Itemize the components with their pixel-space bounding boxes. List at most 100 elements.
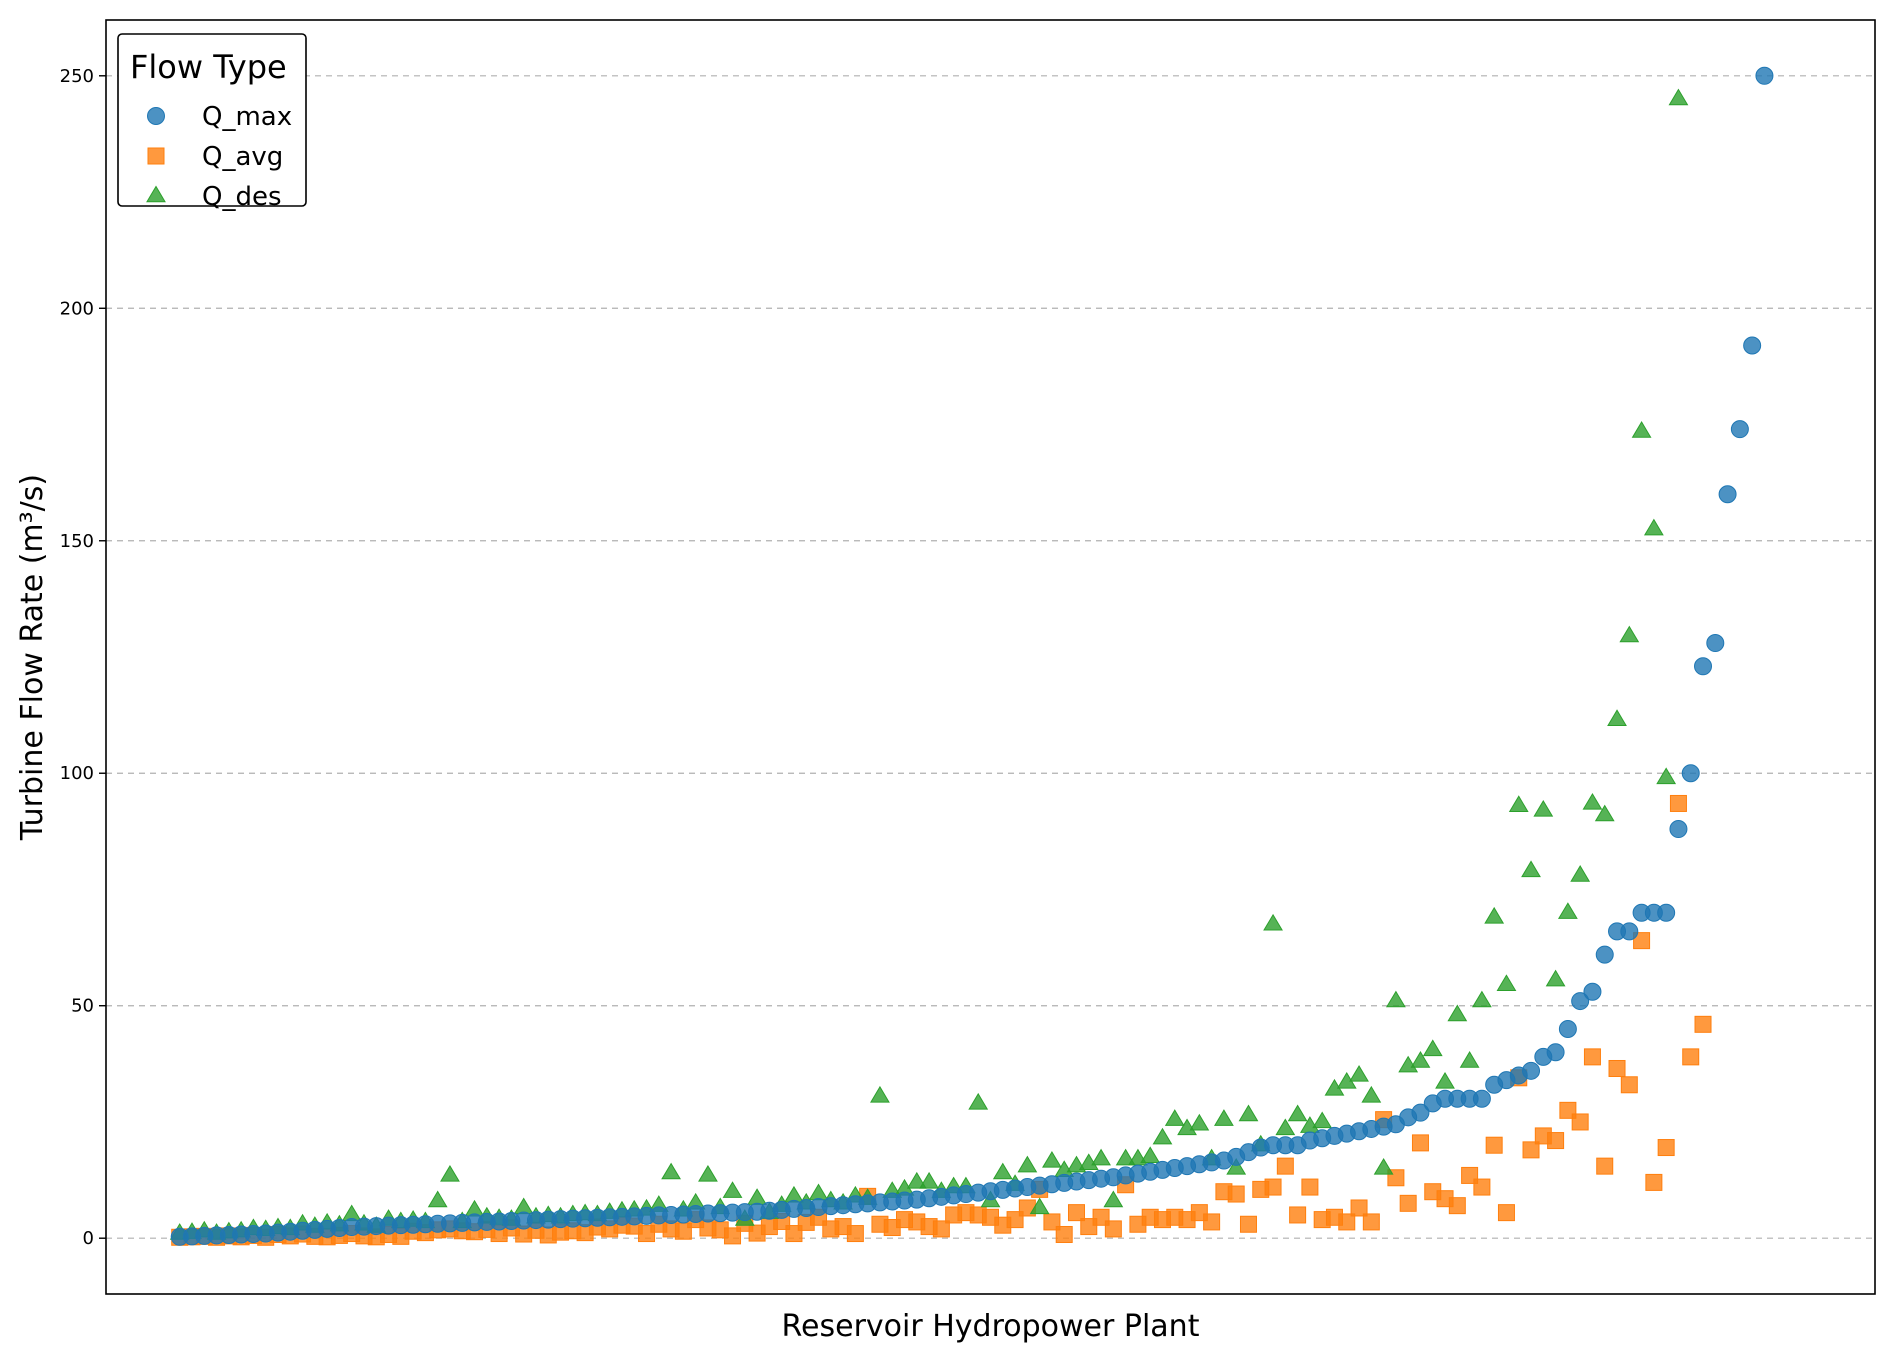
point-Q_des-98 (1373, 1157, 1394, 1175)
y-axis-label: Turbine Flow Rate (m³/s) (15, 474, 50, 841)
point-Q_max-125 (1706, 634, 1725, 653)
point-Q_des-121 (1656, 767, 1677, 785)
point-Q_avg-90 (1276, 1157, 1294, 1175)
point-Q_des-112 (1545, 969, 1566, 987)
point-Q_des-101 (1410, 1051, 1431, 1068)
point-Q_avg-87 (1239, 1215, 1257, 1233)
point-Q_avg-119 (1633, 932, 1651, 950)
point-Q_avg-118 (1620, 1076, 1638, 1094)
point-Q_des-109 (1508, 795, 1529, 812)
point-Q_avg-115 (1583, 1048, 1601, 1066)
point-Q_max-118 (1620, 922, 1639, 941)
legend-title: Flow Type (130, 48, 287, 86)
point-Q_des-117 (1607, 709, 1627, 726)
point-Q_avg-114 (1571, 1113, 1589, 1131)
plot-frame (105, 19, 1876, 1295)
point-Q_des-67 (992, 1162, 1013, 1180)
point-Q_des-120 (1643, 518, 1664, 536)
point-Q_des-80 (1152, 1127, 1173, 1145)
legend: Flow Type Q_max Q_avg Q_des (117, 33, 307, 212)
point-Q_avg-84 (1203, 1213, 1221, 1231)
point-Q_des-99 (1385, 990, 1406, 1008)
point-Q_des-110 (1521, 860, 1541, 878)
point-Q_avg-72 (1055, 1225, 1073, 1243)
point-Q_des-87 (1238, 1104, 1259, 1122)
y-tick-label-0: 0 (83, 1228, 94, 1249)
point-Q_des-71 (1042, 1151, 1062, 1168)
point-Q_des-22 (440, 1164, 460, 1182)
series-Q_max (170, 66, 1774, 1246)
point-Q_avg-86 (1227, 1185, 1245, 1203)
point-Q_des-65 (968, 1092, 989, 1110)
point-Q_max-115 (1583, 982, 1602, 1001)
point-Q_avg-122 (1669, 794, 1687, 812)
x-axis-label: Reservoir Hydropower Plant (782, 1309, 1200, 1344)
point-Q_max-122 (1669, 820, 1688, 839)
point-Q_des-102 (1422, 1039, 1443, 1057)
point-Q_avg-71 (1043, 1213, 1061, 1231)
point-Q_des-118 (1619, 625, 1640, 643)
point-Q_avg-108 (1497, 1204, 1515, 1222)
point-Q_des-93 (1312, 1111, 1333, 1129)
point-Q_avg-89 (1264, 1178, 1282, 1196)
point-Q_des-111 (1533, 799, 1554, 817)
point-Q_avg-73 (1067, 1204, 1085, 1222)
legend-label-Q_avg: Q_avg (202, 142, 283, 172)
point-Q_avg-45 (724, 1227, 742, 1245)
point-Q_max-127 (1730, 420, 1749, 439)
point-Q_avg-96 (1350, 1199, 1368, 1217)
point-Q_max-124 (1694, 657, 1713, 676)
point-Q_des-69 (1017, 1155, 1038, 1173)
legend-label-Q_des: Q_des (202, 182, 282, 212)
point-Q_des-85 (1214, 1109, 1234, 1126)
point-Q_des-21 (427, 1190, 448, 1208)
point-Q_des-91 (1287, 1104, 1308, 1122)
point-Q_des-103 (1435, 1071, 1455, 1089)
point-Q_avg-106 (1473, 1178, 1491, 1196)
point-Q_des-61 (919, 1171, 939, 1189)
point-Q_avg-124 (1694, 1015, 1712, 1033)
point-Q_des-107 (1484, 906, 1505, 924)
point-Q_des-83 (1189, 1113, 1210, 1131)
point-Q_des-79 (1140, 1146, 1161, 1164)
point-Q_des-60 (906, 1171, 927, 1189)
legend-box (117, 33, 307, 207)
point-Q_des-106 (1471, 990, 1492, 1008)
point-Q_avg-97 (1362, 1213, 1380, 1231)
point-Q_avg-91 (1289, 1206, 1307, 1224)
point-Q_max-110 (1522, 1061, 1541, 1080)
point-Q_avg-92 (1301, 1178, 1319, 1196)
point-Q_avg-112 (1547, 1132, 1565, 1150)
point-Q_max-121 (1657, 903, 1676, 922)
point-Q_max-123 (1681, 764, 1700, 783)
y-tick-label-50: 50 (71, 996, 94, 1017)
point-Q_des-57 (870, 1085, 890, 1103)
y-tick-label-100: 100 (60, 763, 94, 784)
point-Q_avg-107 (1485, 1136, 1503, 1154)
point-Q_avg-110 (1522, 1141, 1540, 1159)
legend-label-Q_max: Q_max (202, 102, 292, 132)
point-Q_avg-95 (1338, 1213, 1356, 1231)
point-Q_des-114 (1570, 865, 1591, 882)
legend-marker-Q_avg (147, 147, 165, 165)
point-Q_max-101 (1411, 1103, 1430, 1122)
point-Q_avg-100 (1399, 1194, 1417, 1212)
legend-marker-Q_des (146, 185, 166, 203)
legend-marker-Q_max (147, 107, 165, 125)
legend-items: Q_max Q_avg Q_des (146, 102, 292, 212)
y-tick-label-150: 150 (60, 531, 94, 552)
point-Q_des-119 (1631, 421, 1652, 438)
point-Q_des-113 (1557, 902, 1578, 919)
point-Q_max-129 (1755, 66, 1774, 85)
point-Q_max-106 (1472, 1089, 1491, 1108)
point-Q_max-128 (1743, 336, 1762, 355)
point-Q_max-114 (1571, 992, 1590, 1011)
point-Q_avg-120 (1645, 1173, 1663, 1191)
point-Q_des-70 (1029, 1197, 1050, 1215)
point-Q_avg-121 (1657, 1139, 1675, 1157)
point-Q_avg-62 (932, 1220, 950, 1238)
point-Q_avg-76 (1104, 1220, 1122, 1238)
point-Q_avg-116 (1596, 1157, 1614, 1175)
point-Q_des-75 (1091, 1148, 1111, 1166)
